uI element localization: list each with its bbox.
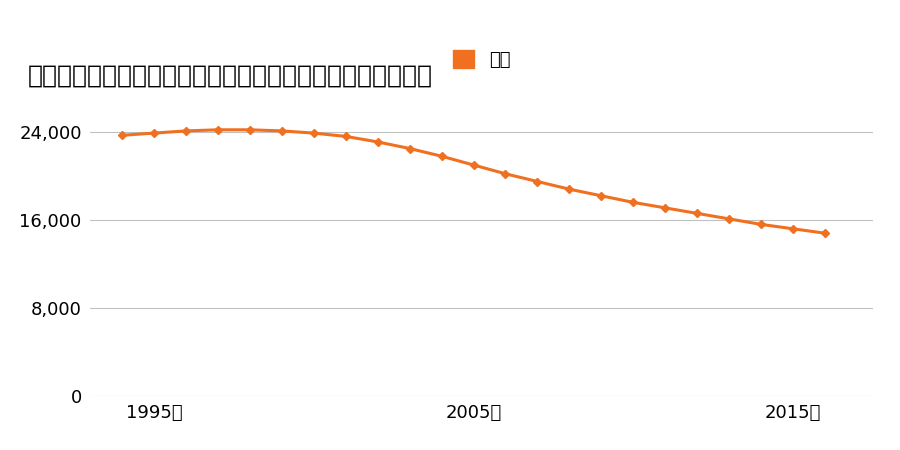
Legend: 価格: 価格 [446, 43, 518, 76]
Text: 長野県木曽郡上松町大字小川字島３１１０番１外の地価推移: 長野県木曽郡上松町大字小川字島３１１０番１外の地価推移 [27, 63, 432, 87]
